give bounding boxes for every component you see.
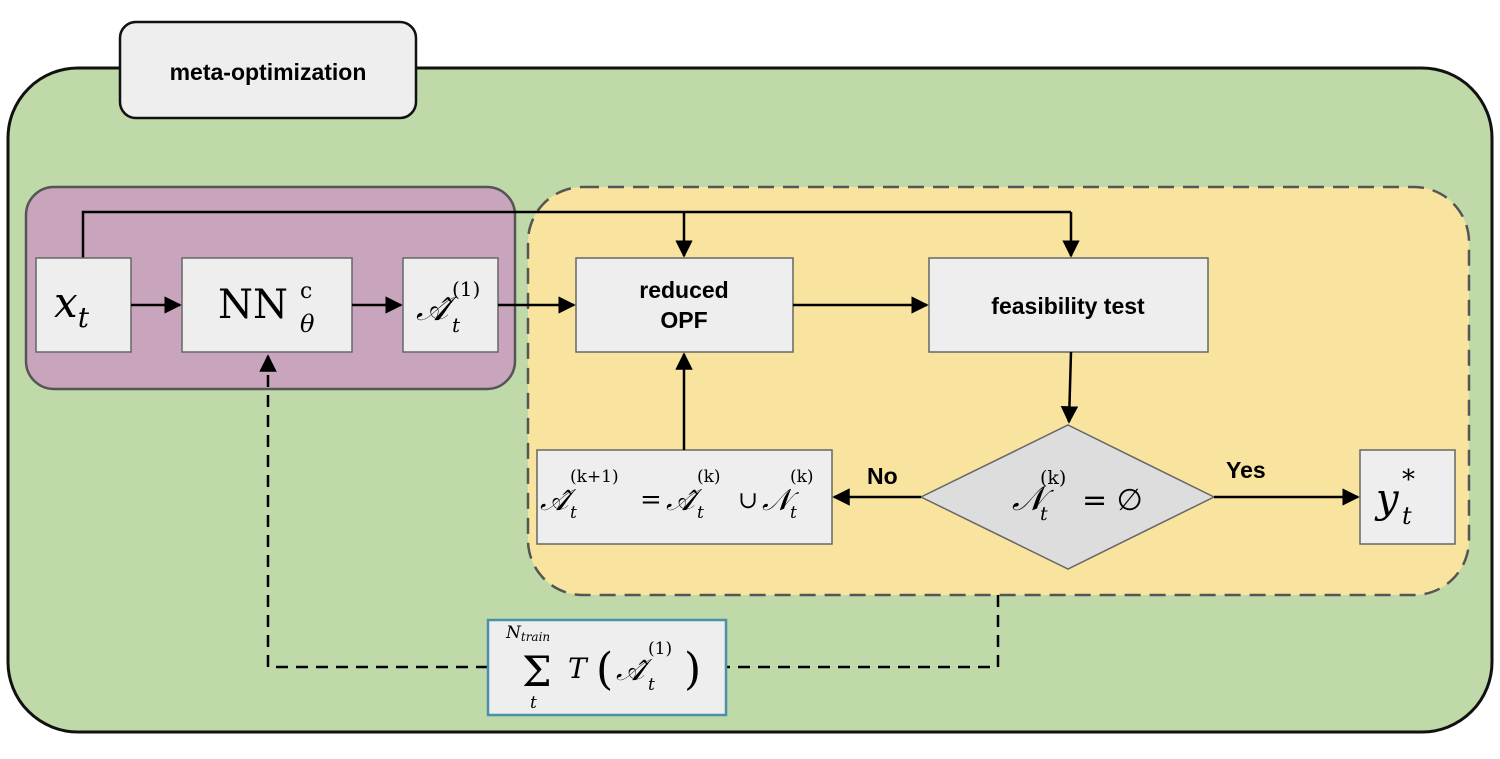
arrow-feasibility-to-decision [1060, 351, 1079, 424]
svg-text:(k): (k) [697, 467, 721, 487]
update-node: 𝒜̂ (k+1) t = 𝒜̂ (k) t ∪ 𝒩 (k) t [536, 449, 833, 545]
svg-text:(: ( [596, 644, 613, 695]
svg-text:xt: xt [54, 278, 90, 334]
svg-text:c: c [300, 279, 312, 304]
svg-text:feasibility test: feasibility test [991, 293, 1145, 319]
svg-text:OPF: OPF [660, 307, 707, 333]
svg-text:(k+1): (k+1) [570, 467, 619, 487]
svg-text:): ) [684, 644, 701, 695]
input-node: xt [35, 257, 132, 353]
svg-text:NN: NN [218, 282, 288, 328]
svg-text:t: t [1040, 503, 1048, 525]
network-node: NN c θ [181, 257, 353, 353]
meta-optimization-label: meta-optimization [170, 59, 367, 85]
svg-text:(k): (k) [790, 467, 814, 487]
no-label: No [867, 463, 898, 489]
reduced-opf-node: reduced OPF [575, 257, 794, 353]
svg-text:Σ: Σ [522, 647, 552, 696]
yes-label: Yes [1226, 457, 1266, 483]
svg-text:t: t [530, 693, 537, 713]
svg-text:t: t [452, 313, 461, 337]
svg-text:= ∅: = ∅ [1082, 483, 1143, 518]
feedback-loop-right [726, 595, 1000, 669]
svg-text:(1): (1) [452, 277, 480, 301]
decision-node: 𝒩 (k) t = ∅ [919, 424, 1216, 570]
bypass-line [81, 210, 1071, 258]
meta-optimization-label-box [118, 20, 418, 120]
svg-text:reduced: reduced [639, 277, 728, 303]
svg-text:t: t [1402, 502, 1412, 530]
svg-text:Ntrain: Ntrain [505, 623, 550, 644]
svg-text:θ: θ [300, 310, 315, 338]
svg-text:(k): (k) [1040, 467, 1066, 489]
svg-text:T: T [568, 652, 589, 685]
objective-node: Ntrain Σ t T ( 𝒜̂ (1) t ) [486, 618, 728, 717]
svg-text:t: t [697, 503, 704, 523]
svg-text:t: t [648, 675, 655, 695]
svg-text:=: = [640, 485, 662, 515]
svg-text:y: y [1374, 476, 1400, 522]
feedback-loop-left [259, 354, 488, 669]
svg-text:∪: ∪ [738, 486, 758, 514]
output-node: y * t [1359, 449, 1456, 545]
feasibility-test-node: feasibility test [928, 257, 1209, 353]
svg-text:t: t [790, 503, 797, 523]
initial-active-set-node: 𝒜̂ (1) t [402, 257, 499, 353]
svg-text:t: t [570, 503, 577, 523]
svg-text:*: * [1402, 465, 1415, 495]
svg-text:(1): (1) [648, 639, 672, 659]
